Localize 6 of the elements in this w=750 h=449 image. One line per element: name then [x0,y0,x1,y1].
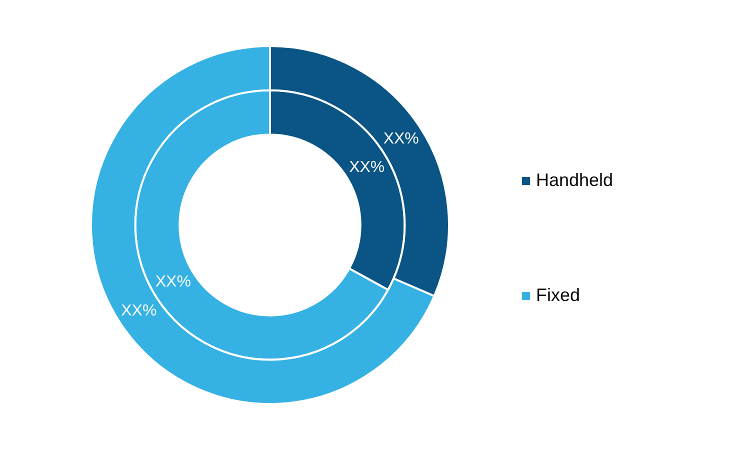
legend-label: Fixed [536,285,580,306]
data-label: XX% [155,274,191,291]
legend-label: Handheld [536,170,614,191]
data-label: XX% [349,159,385,176]
data-label: XX% [121,302,157,320]
data-label: XX% [383,130,419,148]
